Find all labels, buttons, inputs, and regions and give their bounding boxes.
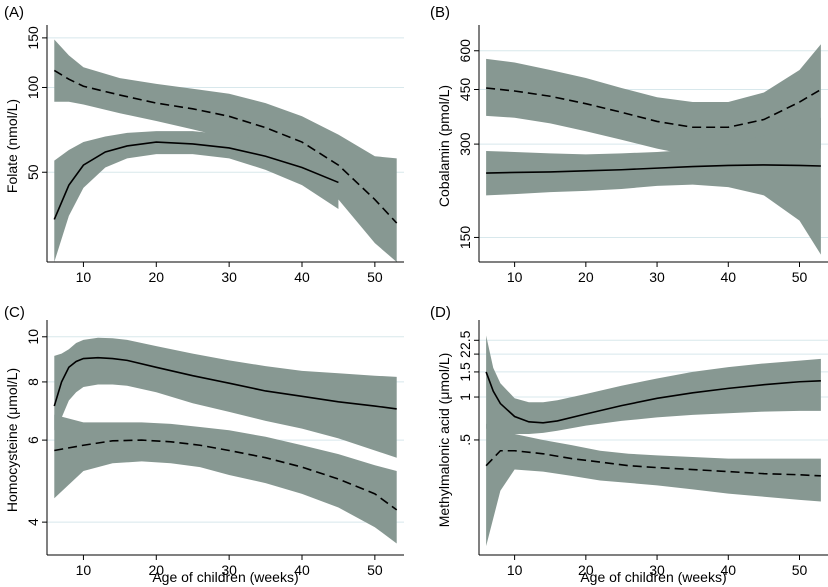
y-tick-label: .5 [457,434,473,446]
y-tick-label: 600 [457,39,473,63]
x-tick-label: 20 [149,269,165,285]
x-tick-label: 10 [507,269,523,285]
y-tick-label: 300 [457,132,473,156]
panel-label: (A) [4,4,24,21]
x-tick-label: 40 [721,562,737,578]
confidence-band-solid [54,337,397,458]
x-tick-label: 10 [76,269,92,285]
chart-panel-d: .5 1 1.5 22.5 10 20 30 40 50 Methylmalonic acid (… [430,304,828,585]
panel-label: (D) [430,304,451,321]
x-tick-label: 30 [221,269,237,285]
x-tick-label: 30 [649,562,665,578]
series-line-solid [53,356,397,410]
y-tick-label: 2 [457,350,473,358]
chart-panel-b: 150 300 450 600 10 20 30 40 50 Cobalamin (pmol/L)… [430,4,828,285]
series-line-solid [53,141,339,220]
confidence-band-dashed [486,423,821,547]
series-line-dashed [485,449,821,477]
chart-panel-a: 50 100 150 10 20 30 40 50 Folate (nmol/L) (A) [4,4,404,285]
x-tick-label: 30 [221,562,237,578]
x-tick-label: 20 [578,562,594,578]
y-axis-title: Folate (nmol/L) [4,99,20,193]
x-tick-label: 30 [649,269,665,285]
x-tick-label: 50 [792,269,808,285]
y-tick-label: 150 [457,226,473,250]
x-tick-label: 20 [578,269,594,285]
series-line-solid [485,371,821,424]
y-tick-label: 6 [25,436,41,444]
confidence-band-dashed [54,414,397,544]
y-tick-label: 8 [25,378,41,386]
confidence-band-dashed [486,44,821,159]
y-tick-label: 4 [25,518,41,526]
y-tick-label: 2.5 [457,330,473,350]
chart-panel-c: 4 6 8 10 10 20 30 40 50 Homocysteine (μmol/L) Age … [4,304,404,585]
y-axis-title: Methylmalonic acid (μmol/L) [436,353,452,528]
y-tick-label: 1.5 [457,362,473,382]
confidence-band-dashed [54,39,397,262]
confidence-band-solid [54,131,339,262]
x-tick-label: 50 [367,562,383,578]
panel-label: (C) [4,304,25,321]
confidence-band-solid [486,335,821,436]
y-axis-title: Homocysteine (μmol/L) [4,368,20,512]
x-tick-label: 40 [294,269,310,285]
x-tick-label: 20 [149,562,165,578]
x-tick-label: 10 [76,562,92,578]
x-tick-label: 50 [367,269,383,285]
y-tick-label: 10 [25,329,41,345]
y-tick-label: 100 [25,76,41,100]
panel-label: (B) [430,4,450,21]
y-tick-label: 150 [25,26,41,50]
series-line-dashed [54,439,398,511]
series-line-dashed [53,69,398,224]
x-tick-label: 50 [792,562,808,578]
y-tick-label: 1 [457,393,473,401]
y-axis-title: Cobalamin (pmol/L) [436,85,452,207]
series-line-solid [486,164,821,174]
y-tick-label: 50 [25,164,41,180]
x-tick-label: 10 [507,562,523,578]
y-tick-label: 450 [457,78,473,102]
confidence-band-solid [486,117,821,255]
x-tick-label: 40 [294,562,310,578]
x-tick-label: 40 [721,269,737,285]
x-axis-title: Age of children (weeks) [152,569,298,585]
series-line-dashed [486,87,822,129]
x-axis-title: Age of children (weeks) [580,569,726,585]
